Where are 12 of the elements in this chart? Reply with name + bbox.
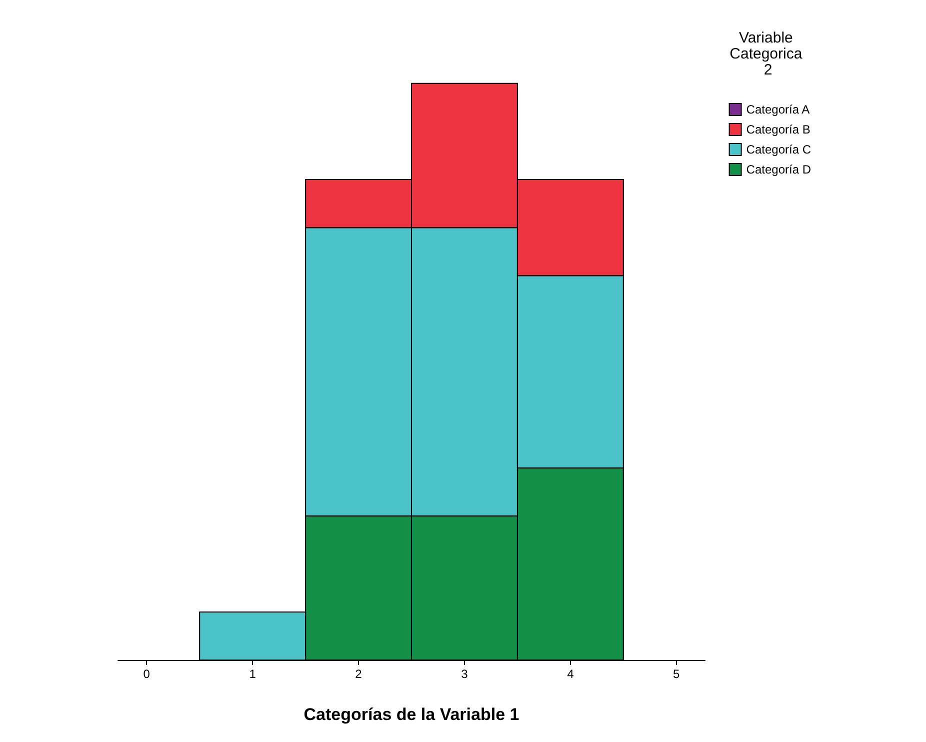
legend-label: Categoría B (746, 122, 810, 136)
x-tick-label: 2 (355, 667, 362, 681)
x-tick-label: 0 (143, 667, 150, 681)
legend-title: Variable Categorica 2 (730, 30, 806, 78)
legend-label: Categoría C (746, 142, 812, 156)
x-tick-label: 1 (249, 667, 256, 681)
x-tick-label: 5 (673, 667, 680, 681)
x-tick-label: 4 (567, 667, 574, 681)
legend-label: Categoría A (746, 102, 810, 116)
x-axis-title: Categorías de la Variable 1 (304, 705, 520, 724)
legend-label: Categoría D (746, 162, 812, 176)
x-tick-label: 3 (461, 667, 468, 681)
